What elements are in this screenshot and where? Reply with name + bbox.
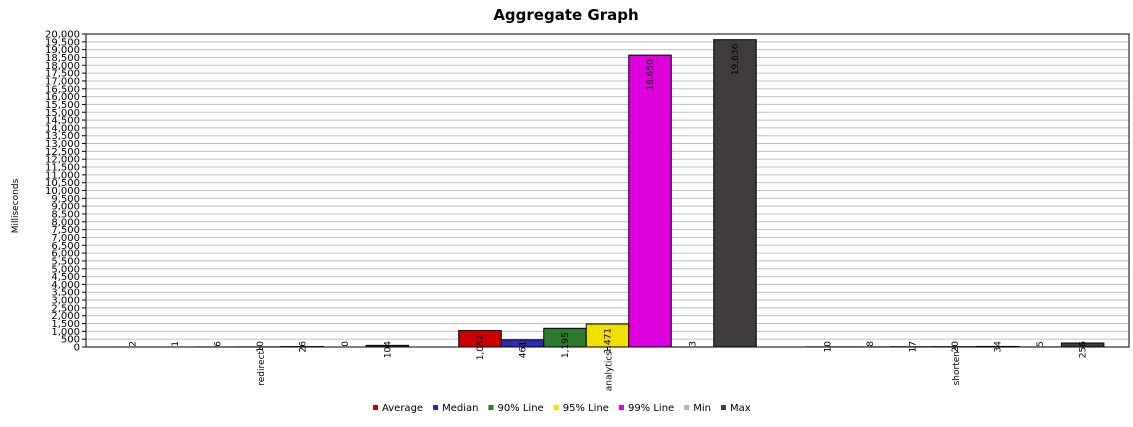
y-tick-label: 11,500 bbox=[45, 163, 80, 174]
y-tick-label: 18,500 bbox=[45, 53, 80, 64]
y-tick-label: 0 bbox=[74, 343, 80, 354]
data-label: 19,636 bbox=[731, 43, 741, 75]
y-tick-label: 17,500 bbox=[45, 69, 80, 80]
y-tick-label: 6,000 bbox=[51, 249, 80, 260]
data-label: 5 bbox=[1036, 341, 1046, 347]
legend: Average Median 90% Line 95% Line 99% Line Min… bbox=[373, 403, 751, 414]
y-tick-label: 4,000 bbox=[51, 280, 80, 291]
y-tick-label: 2,000 bbox=[51, 311, 80, 322]
y-tick-label: 17,000 bbox=[45, 76, 80, 87]
y-tick-label: 5,500 bbox=[51, 256, 80, 267]
y-tick-label: 1,500 bbox=[51, 319, 80, 330]
legend-swatch bbox=[684, 405, 690, 410]
legend-entry: Max bbox=[730, 403, 751, 414]
y-tick-label: 16,000 bbox=[45, 92, 80, 103]
bar bbox=[628, 54, 672, 348]
y-tick-label: 8,000 bbox=[51, 217, 80, 228]
category-label: analytics bbox=[605, 351, 615, 392]
y-tick-label: 9,000 bbox=[51, 202, 80, 213]
y-tick-label: 19,500 bbox=[45, 37, 80, 48]
y-tick-label: 4,500 bbox=[51, 272, 80, 283]
legend-swatch bbox=[373, 405, 378, 410]
y-tick-label: 5,000 bbox=[51, 264, 80, 275]
data-label: 0 bbox=[341, 341, 351, 347]
y-tick-label: 2,500 bbox=[51, 303, 80, 314]
data-label: 8 bbox=[866, 341, 876, 347]
legend-swatch bbox=[433, 405, 439, 410]
data-label: 3 bbox=[689, 341, 699, 347]
y-tick-label: 3,000 bbox=[51, 296, 80, 307]
data-label: 461 bbox=[519, 341, 529, 358]
y-tick-label: 16,500 bbox=[45, 84, 80, 95]
category-label: redirect bbox=[257, 351, 267, 386]
legend-entry: Average bbox=[382, 403, 423, 414]
data-label: 6 bbox=[213, 341, 223, 347]
category-label: shorten bbox=[952, 351, 962, 385]
y-tick-label: 11,000 bbox=[45, 170, 80, 181]
data-labels: 2 1 6 10 26 0 104 1,052 461 1,195 1,47118,650319,6… bbox=[128, 43, 1088, 360]
legend-swatch bbox=[618, 405, 624, 410]
chart-title: Aggregate Graph bbox=[493, 6, 638, 24]
legend-swatch bbox=[553, 405, 559, 410]
data-label: 1,471 bbox=[604, 328, 614, 354]
y-tick-label: 10,000 bbox=[45, 186, 80, 197]
y-tick-label: 14,500 bbox=[45, 116, 80, 127]
y-tick-label: 13,000 bbox=[45, 139, 80, 150]
legend-entry: 90% Line bbox=[497, 403, 543, 414]
data-label: 104 bbox=[383, 341, 393, 358]
y-tick-label: 500 bbox=[61, 335, 80, 346]
y-tick-label: 9,500 bbox=[51, 194, 80, 205]
bar bbox=[713, 39, 757, 348]
y-tick-label: 19,000 bbox=[45, 45, 80, 56]
y-tick-label: 12,000 bbox=[45, 155, 80, 166]
y-tick-label: 7,500 bbox=[51, 225, 80, 236]
legend-entry: 99% Line bbox=[628, 403, 674, 414]
legend-entry: 95% Line bbox=[563, 403, 609, 414]
y-tick-label: 1,000 bbox=[51, 327, 80, 338]
y-tick-label: 15,500 bbox=[45, 100, 80, 111]
bars bbox=[110, 39, 1105, 348]
legend-entry: Min bbox=[693, 403, 711, 414]
y-tick-label: 8,500 bbox=[51, 209, 80, 220]
y-tick-label: 18,000 bbox=[45, 61, 80, 72]
plot-frame bbox=[85, 33, 1130, 348]
y-tick-label: 3,500 bbox=[51, 288, 80, 299]
y-tick-label: 6,500 bbox=[51, 241, 80, 252]
legend-swatch bbox=[488, 405, 494, 410]
data-label: 1,195 bbox=[561, 332, 571, 358]
y-tick-label: 12,500 bbox=[45, 147, 80, 158]
y-axis-ticks: 05001,0001,5002,0002,5003,0003,5004,0004… bbox=[45, 30, 86, 354]
y-axis-label: Milliseconds bbox=[11, 178, 21, 233]
y-tick-label: 10,500 bbox=[45, 178, 80, 189]
data-label: 18,650 bbox=[646, 59, 656, 91]
y-tick-label: 20,000 bbox=[45, 30, 80, 41]
data-label: 256 bbox=[1079, 341, 1089, 358]
data-label: 1 bbox=[171, 341, 181, 347]
y-tick-label: 15,000 bbox=[45, 108, 80, 119]
y-tick-label: 13,500 bbox=[45, 131, 80, 142]
legend-swatch bbox=[720, 405, 726, 410]
legend-entry: Median bbox=[442, 403, 478, 414]
y-tick-label: 7,000 bbox=[51, 233, 80, 244]
gridlines bbox=[86, 41, 1129, 340]
y-tick-label: 14,000 bbox=[45, 123, 80, 134]
data-label: 2 bbox=[128, 341, 138, 347]
